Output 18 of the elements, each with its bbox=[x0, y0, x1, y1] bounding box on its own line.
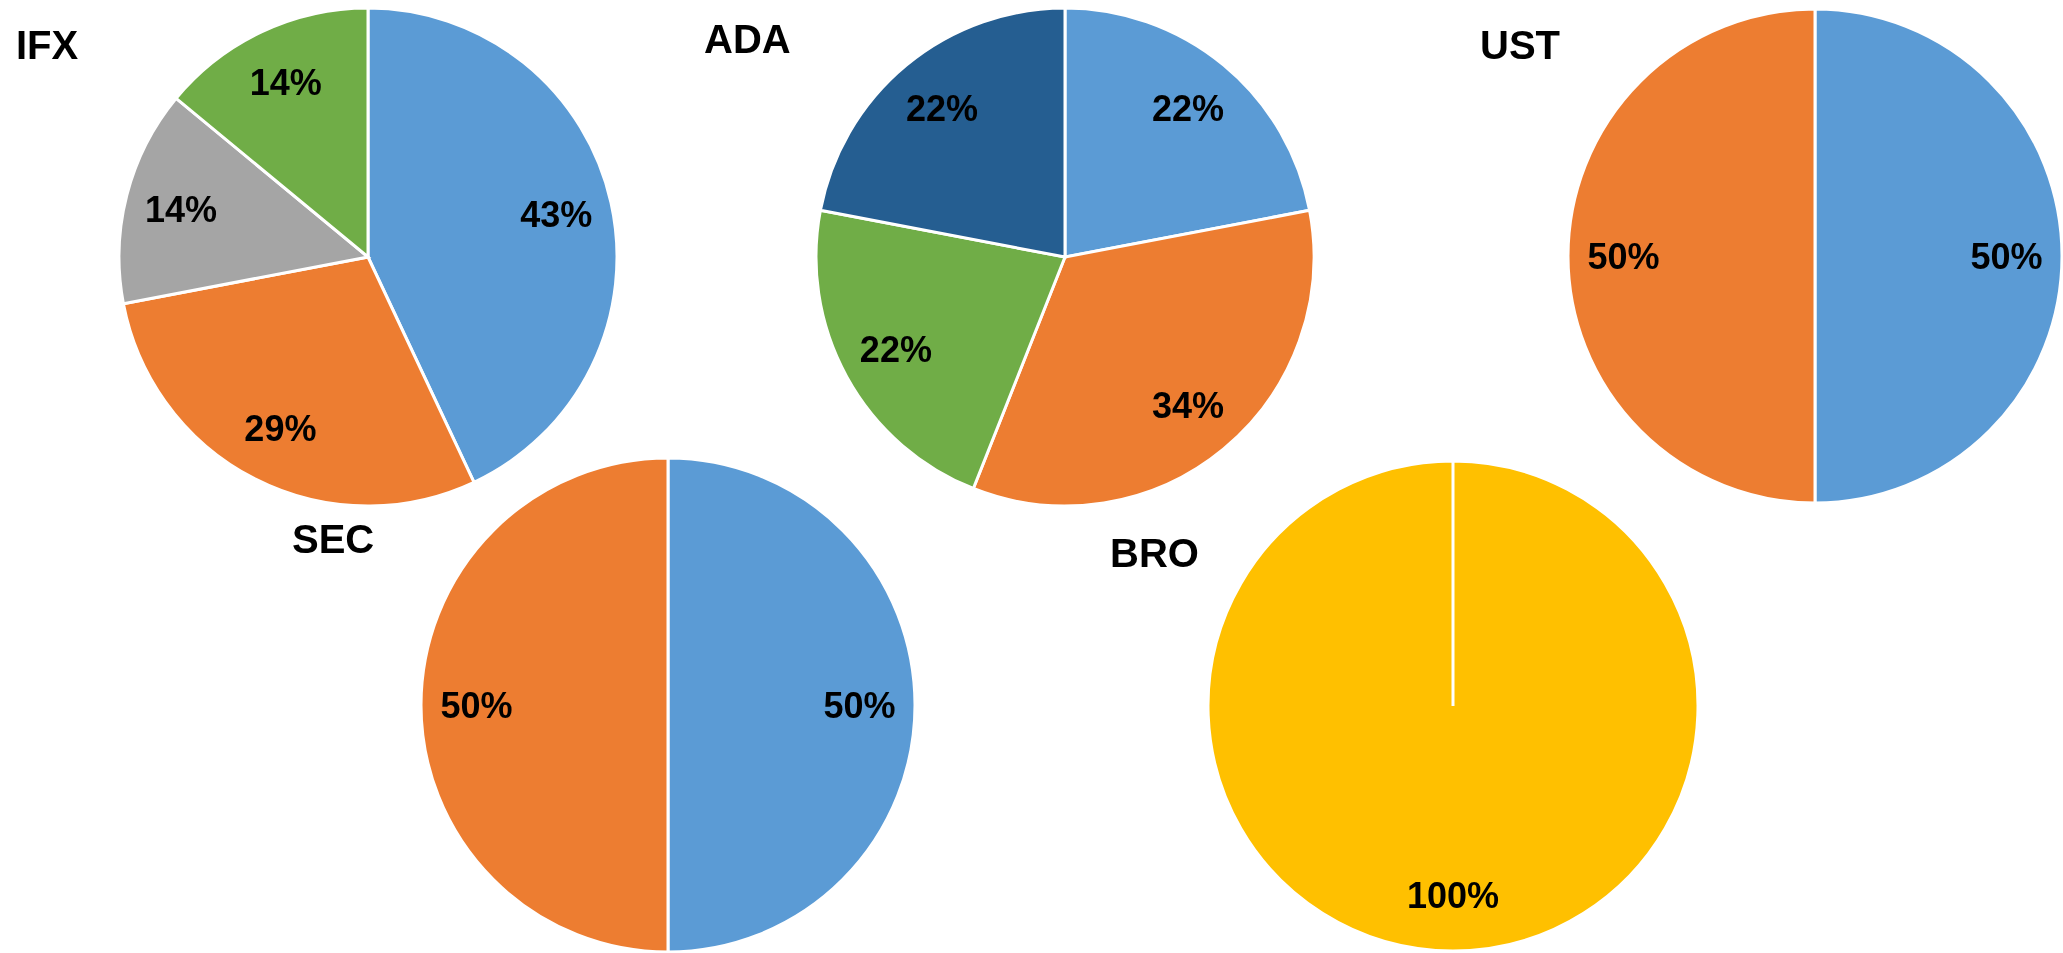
data-label: 50% bbox=[1587, 235, 1660, 277]
data-label: 14% bbox=[249, 61, 322, 103]
text: BRO bbox=[1110, 531, 1199, 575]
chart-title: UST bbox=[1480, 23, 1560, 67]
data-label: 14% bbox=[145, 188, 218, 230]
data-label: 50% bbox=[823, 684, 896, 726]
data-label: 34% bbox=[1151, 385, 1225, 427]
data-label: 22% bbox=[859, 329, 932, 371]
data-label: 29% bbox=[244, 408, 317, 450]
chart-title: IFX bbox=[16, 23, 79, 67]
data-label: 43% bbox=[520, 194, 593, 236]
data-label: 100% bbox=[1406, 875, 1500, 917]
data-label: 50% bbox=[440, 684, 513, 726]
chart-title: ADA bbox=[704, 17, 791, 61]
data-label: 50% bbox=[1970, 235, 2043, 277]
data-label: 22% bbox=[1151, 87, 1225, 129]
text: SEC bbox=[292, 517, 375, 561]
data-label: 22% bbox=[905, 87, 979, 129]
